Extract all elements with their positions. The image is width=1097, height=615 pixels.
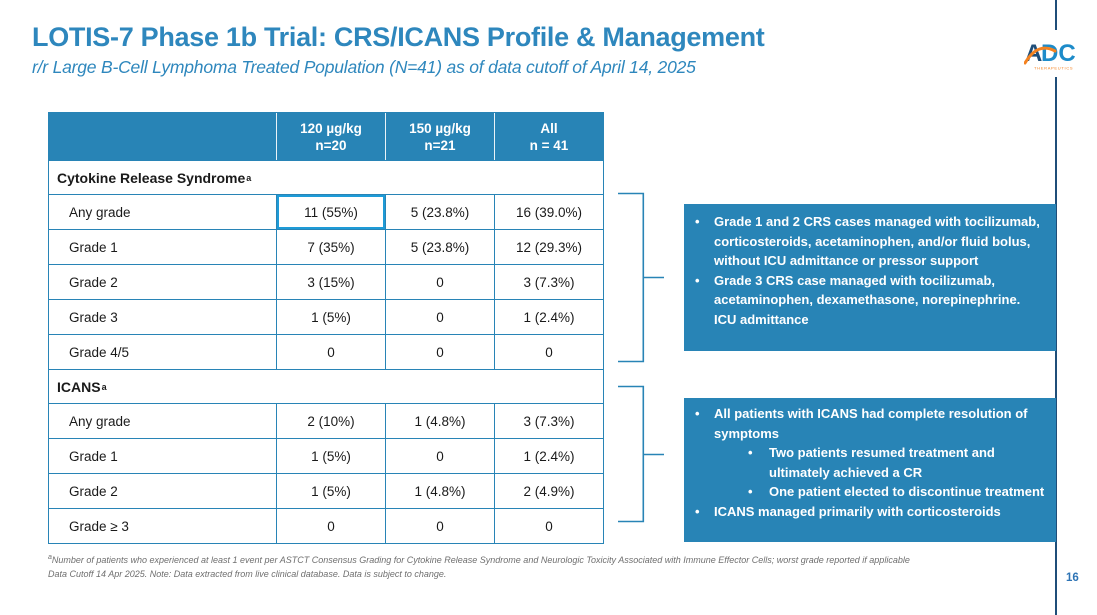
section-label: Cytokine Release Syndrome	[57, 169, 246, 186]
section-row-icans: ICANS a	[49, 369, 603, 403]
logo-swoosh-icon	[1023, 46, 1057, 65]
icans-callout-box: All patients with ICANS had complete res…	[684, 398, 1056, 542]
bullet-item: ICANS managed primarily with corticoster…	[684, 502, 1046, 522]
header-cell-empty	[49, 113, 276, 160]
cell-value: 0	[385, 439, 494, 473]
row-label: Grade 1	[69, 239, 118, 255]
crs-bullet-list: Grade 1 and 2 CRS cases managed with toc…	[684, 212, 1044, 329]
cell-value: 3 (7.3%)	[494, 404, 603, 438]
table-row-crs-grade45: Grade 4/5 0 0 0	[49, 334, 603, 369]
table-row-icans-any-grade: Any grade 2 (10%) 1 (4.8%) 3 (7.3%)	[49, 403, 603, 438]
cell-value: 1 (4.8%)	[385, 404, 494, 438]
crs-bracket	[618, 192, 664, 363]
table-row-crs-grade1: Grade 1 7 (35%) 5 (23.8%) 12 (29.3%)	[49, 229, 603, 264]
cell-value: 2 (4.9%)	[494, 474, 603, 508]
row-label: Grade 1	[69, 448, 118, 464]
cell-value: 1 (5%)	[276, 439, 385, 473]
bullet-text: Grade 1 and 2 CRS cases managed with toc…	[714, 214, 1040, 268]
footnote-text: Number of patients who experienced at le…	[51, 555, 910, 565]
bullet-item: Grade 3 CRS case managed with tocilizuma…	[684, 271, 1044, 330]
section-superscript: a	[101, 381, 107, 392]
sub-bullet-item: One patient elected to discontinue treat…	[714, 482, 1046, 502]
cell-value: 0	[385, 335, 494, 369]
crs-callout-box: Grade 1 and 2 CRS cases managed with toc…	[684, 204, 1056, 351]
cell-value-highlighted: 11 (55%)	[276, 195, 385, 229]
page-title: LOTIS-7 Phase 1b Trial: CRS/ICANS Profil…	[32, 22, 765, 52]
cell-value: 1 (2.4%)	[494, 439, 603, 473]
table-row-crs-any-grade: Any grade 11 (55%) 5 (23.8%) 16 (39.0%)	[49, 194, 603, 229]
bullet-item: All patients with ICANS had complete res…	[684, 404, 1046, 502]
right-rule-bottom	[1055, 77, 1057, 615]
bullet-text: Grade 3 CRS case managed with tocilizuma…	[714, 272, 1021, 327]
header-cell-150ug: 150 µg/kg n=21	[385, 113, 494, 160]
bullet-item: Grade 1 and 2 CRS cases managed with toc…	[684, 212, 1044, 271]
row-label: Grade 3	[69, 309, 118, 325]
sub-bullet-item: Two patients resumed treatment and ultim…	[714, 443, 1046, 482]
table-row-icans-grade1: Grade 1 1 (5%) 0 1 (2.4%)	[49, 438, 603, 473]
cell-value: 16 (39.0%)	[494, 195, 603, 229]
page-subtitle: r/r Large B-Cell Lymphoma Treated Popula…	[32, 57, 696, 77]
crs-icans-table: 120 µg/kg n=20 150 µg/kg n=21 All n = 41…	[48, 112, 604, 544]
row-label: Any grade	[69, 413, 131, 429]
cell-value: 0	[385, 509, 494, 543]
row-label: Grade 2	[69, 483, 118, 499]
right-rule-top	[1055, 0, 1057, 30]
bullet-text: Two patients resumed treatment and ultim…	[769, 445, 995, 480]
cell-value: 3 (7.3%)	[494, 265, 603, 299]
table-header-row: 120 µg/kg n=20 150 µg/kg n=21 All n = 41	[49, 113, 603, 160]
logo-subtext: THERAPEUTICS	[1034, 66, 1073, 71]
bullet-text: One patient elected to discontinue treat…	[769, 484, 1045, 499]
cell-value: 0	[276, 335, 385, 369]
header-dose: 120 µg/kg	[300, 120, 362, 136]
table-row-crs-grade3: Grade 3 1 (5%) 0 1 (2.4%)	[49, 299, 603, 334]
cell-value: 0	[276, 509, 385, 543]
section-superscript: a	[246, 172, 252, 183]
cell-value: 5 (23.8%)	[385, 230, 494, 264]
adc-logo-graphic: A DC THERAPEUTICS	[1023, 40, 1076, 71]
header-cell-all: All n = 41	[494, 113, 603, 160]
header-dose: 150 µg/kg	[409, 120, 471, 136]
header-n: n = 41	[529, 137, 569, 153]
bullet-text: All patients with ICANS had complete res…	[714, 406, 1028, 441]
cell-value: 1 (2.4%)	[494, 300, 603, 334]
cell-value: 0	[494, 335, 603, 369]
cell-value: 0	[385, 265, 494, 299]
cell-value: 5 (23.8%)	[385, 195, 494, 229]
table-row-icans-grade2: Grade 2 1 (5%) 1 (4.8%) 2 (4.9%)	[49, 473, 603, 508]
header-n: n=21	[424, 137, 456, 153]
cell-value: 1 (4.8%)	[385, 474, 494, 508]
adc-therapeutics-logo: A DC THERAPEUTICS	[1023, 38, 1084, 74]
icans-bullet-list: All patients with ICANS had complete res…	[684, 404, 1046, 521]
logo-letters-dc: DC	[1041, 40, 1076, 67]
cell-value: 1 (5%)	[276, 300, 385, 334]
icans-bracket	[618, 385, 664, 523]
header-cell-120ug: 120 µg/kg n=20	[276, 113, 385, 160]
cell-value: 7 (35%)	[276, 230, 385, 264]
footnote-superscript: a	[48, 554, 52, 561]
header-dose: All	[540, 120, 558, 136]
section-label: ICANS	[57, 378, 101, 395]
footnote-line-2: Data Cutoff 14 Apr 2025. Note: Data extr…	[48, 568, 447, 579]
cell-value: 2 (10%)	[276, 404, 385, 438]
table-row-icans-grade3plus: Grade ≥ 3 0 0 0	[49, 508, 603, 543]
footnote-line-1: aNumber of patients who experienced at l…	[48, 551, 928, 568]
bullet-text: ICANS managed primarily with corticoster…	[714, 503, 1001, 519]
row-label: Grade ≥ 3	[69, 518, 129, 534]
cell-value: 0	[385, 300, 494, 334]
cell-value: 12 (29.3%)	[494, 230, 603, 264]
cell-value: 3 (15%)	[276, 265, 385, 299]
table-row-crs-grade2: Grade 2 3 (15%) 0 3 (7.3%)	[49, 264, 603, 299]
icans-sub-bullet-list: Two patients resumed treatment and ultim…	[714, 443, 1046, 502]
page-number: 16	[1066, 572, 1079, 584]
row-label: Grade 2	[69, 274, 118, 290]
footnote-block: aNumber of patients who experienced at l…	[48, 551, 928, 581]
cell-value: 1 (5%)	[276, 474, 385, 508]
row-label: Any grade	[69, 204, 131, 220]
cell-value: 0	[494, 509, 603, 543]
header-n: n=20	[315, 137, 347, 153]
row-label: Grade 4/5	[69, 344, 130, 360]
section-row-crs: Cytokine Release Syndrome a	[49, 160, 603, 194]
